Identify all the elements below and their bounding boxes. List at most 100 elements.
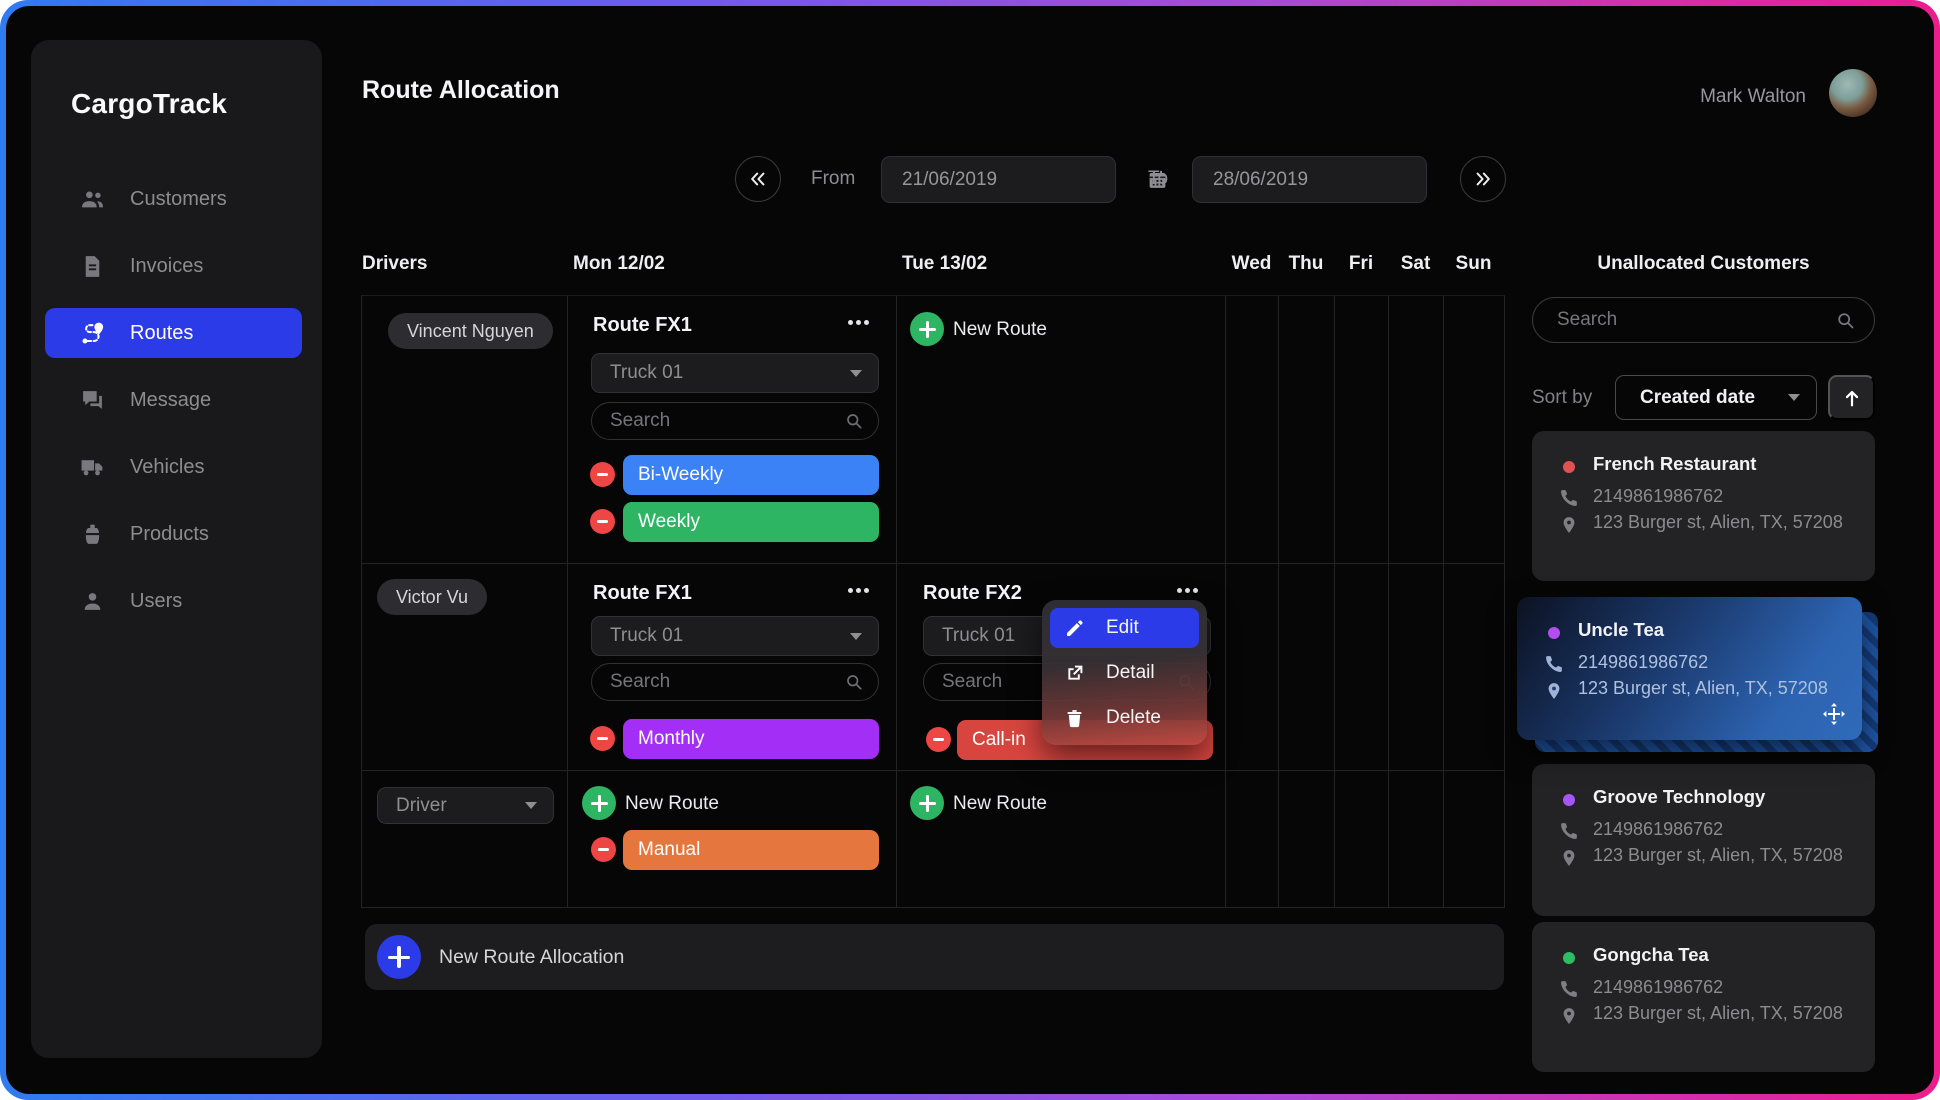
add-route-icon[interactable] xyxy=(910,312,944,346)
menu-item-label: Delete xyxy=(1106,707,1161,728)
customer-card-groove-technology[interactable]: Groove Technology 2149861986762 123 Burg… xyxy=(1532,764,1875,916)
remove-tag-button[interactable] xyxy=(591,837,616,862)
status-dot xyxy=(1563,794,1575,806)
search-icon xyxy=(847,414,862,429)
next-week-button[interactable] xyxy=(1460,156,1506,202)
map-pin-icon xyxy=(1563,517,1575,533)
tag-bi-weekly[interactable]: Bi-Weekly xyxy=(623,455,879,495)
move-icon[interactable] xyxy=(1822,702,1846,726)
remove-tag-button[interactable] xyxy=(590,726,615,751)
cell-row2-mon: Route FX1 Truck 01 Monthly xyxy=(568,564,897,771)
new-route-button[interactable]: New Route xyxy=(953,319,1047,340)
sidebar-item-customers[interactable]: Customers xyxy=(45,174,302,224)
remove-tag-button[interactable] xyxy=(590,462,615,487)
cell-row3-thu xyxy=(1279,771,1335,908)
tag-monthly[interactable]: Monthly xyxy=(623,719,879,759)
route-menu-icon[interactable] xyxy=(1177,588,1203,594)
cell-row1-driver: Vincent Nguyen xyxy=(362,296,568,564)
menu-item-delete[interactable]: Delete xyxy=(1050,698,1199,738)
new-route-allocation-button[interactable]: New Route Allocation xyxy=(365,924,1504,990)
phone-icon xyxy=(1561,823,1577,839)
add-route-icon[interactable] xyxy=(910,786,944,820)
cell-row2-sun xyxy=(1444,564,1505,771)
sort-by-label: Sort by xyxy=(1532,387,1593,408)
customer-name: Uncle Tea xyxy=(1578,619,1665,640)
avatar[interactable] xyxy=(1829,69,1877,117)
from-date-field[interactable] xyxy=(881,156,1166,203)
tag-manual[interactable]: Manual xyxy=(623,830,879,870)
day-header-fri: Fri xyxy=(1348,253,1374,274)
route-menu-icon[interactable] xyxy=(848,320,874,326)
route-search[interactable] xyxy=(591,663,879,701)
customer-name: French Restaurant xyxy=(1593,453,1757,474)
driver-select[interactable]: Driver xyxy=(377,787,554,824)
from-date-input[interactable] xyxy=(902,168,1147,191)
map-pin-icon xyxy=(1563,850,1575,866)
cell-row2-thu xyxy=(1279,564,1335,771)
day-header-mon: Mon 12/02 xyxy=(573,253,665,274)
external-link-icon xyxy=(1068,665,1083,680)
customer-phone: 2149861986762 xyxy=(1593,819,1724,839)
new-route-button[interactable]: New Route xyxy=(953,793,1047,814)
sidebar-item-products[interactable]: Products xyxy=(45,509,302,559)
sidebar-item-label: Vehicles xyxy=(130,455,205,478)
cell-row3-tue: New Route xyxy=(897,771,1226,908)
trash-icon xyxy=(1067,709,1082,727)
cell-row3-fri xyxy=(1335,771,1389,908)
new-route-button[interactable]: New Route xyxy=(625,793,719,814)
day-header-sat: Sat xyxy=(1400,253,1431,274)
customer-search-input[interactable] xyxy=(1557,309,1835,331)
route-menu-icon[interactable] xyxy=(848,588,874,594)
driver-select-placeholder: Driver xyxy=(396,794,447,816)
user-name: Mark Walton xyxy=(1700,86,1806,107)
truck-select[interactable]: Truck 01 xyxy=(591,616,879,656)
driver-chip-vincent-nguyen[interactable]: Vincent Nguyen xyxy=(388,313,553,349)
route-search-input[interactable] xyxy=(610,410,844,432)
sidebar-item-routes[interactable]: Routes xyxy=(45,308,302,358)
tag-weekly[interactable]: Weekly xyxy=(623,502,879,542)
customers-icon xyxy=(79,186,106,213)
sidebar-item-users[interactable]: Users xyxy=(45,576,302,626)
truck-icon xyxy=(79,454,106,481)
customer-phone: 2149861986762 xyxy=(1593,977,1724,997)
sidebar-item-message[interactable]: Message xyxy=(45,375,302,425)
drivers-column-header: Drivers xyxy=(362,253,428,274)
add-route-icon[interactable] xyxy=(582,786,616,820)
remove-tag-button[interactable] xyxy=(590,509,615,534)
cell-row3-sun xyxy=(1444,771,1505,908)
prev-week-button[interactable] xyxy=(735,156,781,202)
sidebar-item-vehicles[interactable]: Vehicles xyxy=(45,442,302,492)
customer-card-gongcha-tea[interactable]: Gongcha Tea 2149861986762 123 Burger st,… xyxy=(1532,922,1875,1072)
route-search-input[interactable] xyxy=(610,671,844,693)
remove-tag-button[interactable] xyxy=(926,727,951,752)
customer-card-uncle-tea[interactable]: Uncle Tea 2149861986762 123 Burger st, A… xyxy=(1517,597,1862,740)
sidebar: CargoTrack Customers Invoices Routes Mes… xyxy=(31,40,322,1058)
new-route-allocation-label: New Route Allocation xyxy=(439,946,625,968)
route-search[interactable] xyxy=(591,402,879,440)
chevrons-right-icon xyxy=(1476,172,1490,186)
customer-phone: 2149861986762 xyxy=(1578,652,1709,672)
menu-item-label: Edit xyxy=(1106,617,1139,638)
invoice-icon xyxy=(79,253,106,280)
cell-row1-wed xyxy=(1226,296,1279,564)
customer-search[interactable] xyxy=(1532,297,1875,343)
cell-row3-mon: New Route Manual xyxy=(568,771,897,908)
cell-row1-sat xyxy=(1389,296,1444,564)
customer-card-french-restaurant[interactable]: French Restaurant 2149861986762 123 Burg… xyxy=(1532,431,1875,581)
truck-select-value: Truck 01 xyxy=(610,362,684,383)
menu-item-edit[interactable]: Edit xyxy=(1050,608,1199,648)
to-date-field[interactable] xyxy=(1192,156,1458,203)
menu-item-detail[interactable]: Detail xyxy=(1050,653,1199,693)
truck-select[interactable]: Truck 01 xyxy=(591,353,879,393)
sort-direction-button[interactable] xyxy=(1828,375,1875,420)
sidebar-item-label: Users xyxy=(130,589,183,612)
route-card-title: Route FX2 xyxy=(923,582,1022,604)
customer-name: Gongcha Tea xyxy=(1593,944,1709,965)
driver-chip-victor-vu[interactable]: Victor Vu xyxy=(377,579,488,615)
to-date-input[interactable] xyxy=(1213,168,1458,191)
cell-row1-fri xyxy=(1335,296,1389,564)
cell-row1-thu xyxy=(1279,296,1335,564)
sidebar-item-invoices[interactable]: Invoices xyxy=(45,241,302,291)
sort-select[interactable]: Created date xyxy=(1615,375,1817,420)
